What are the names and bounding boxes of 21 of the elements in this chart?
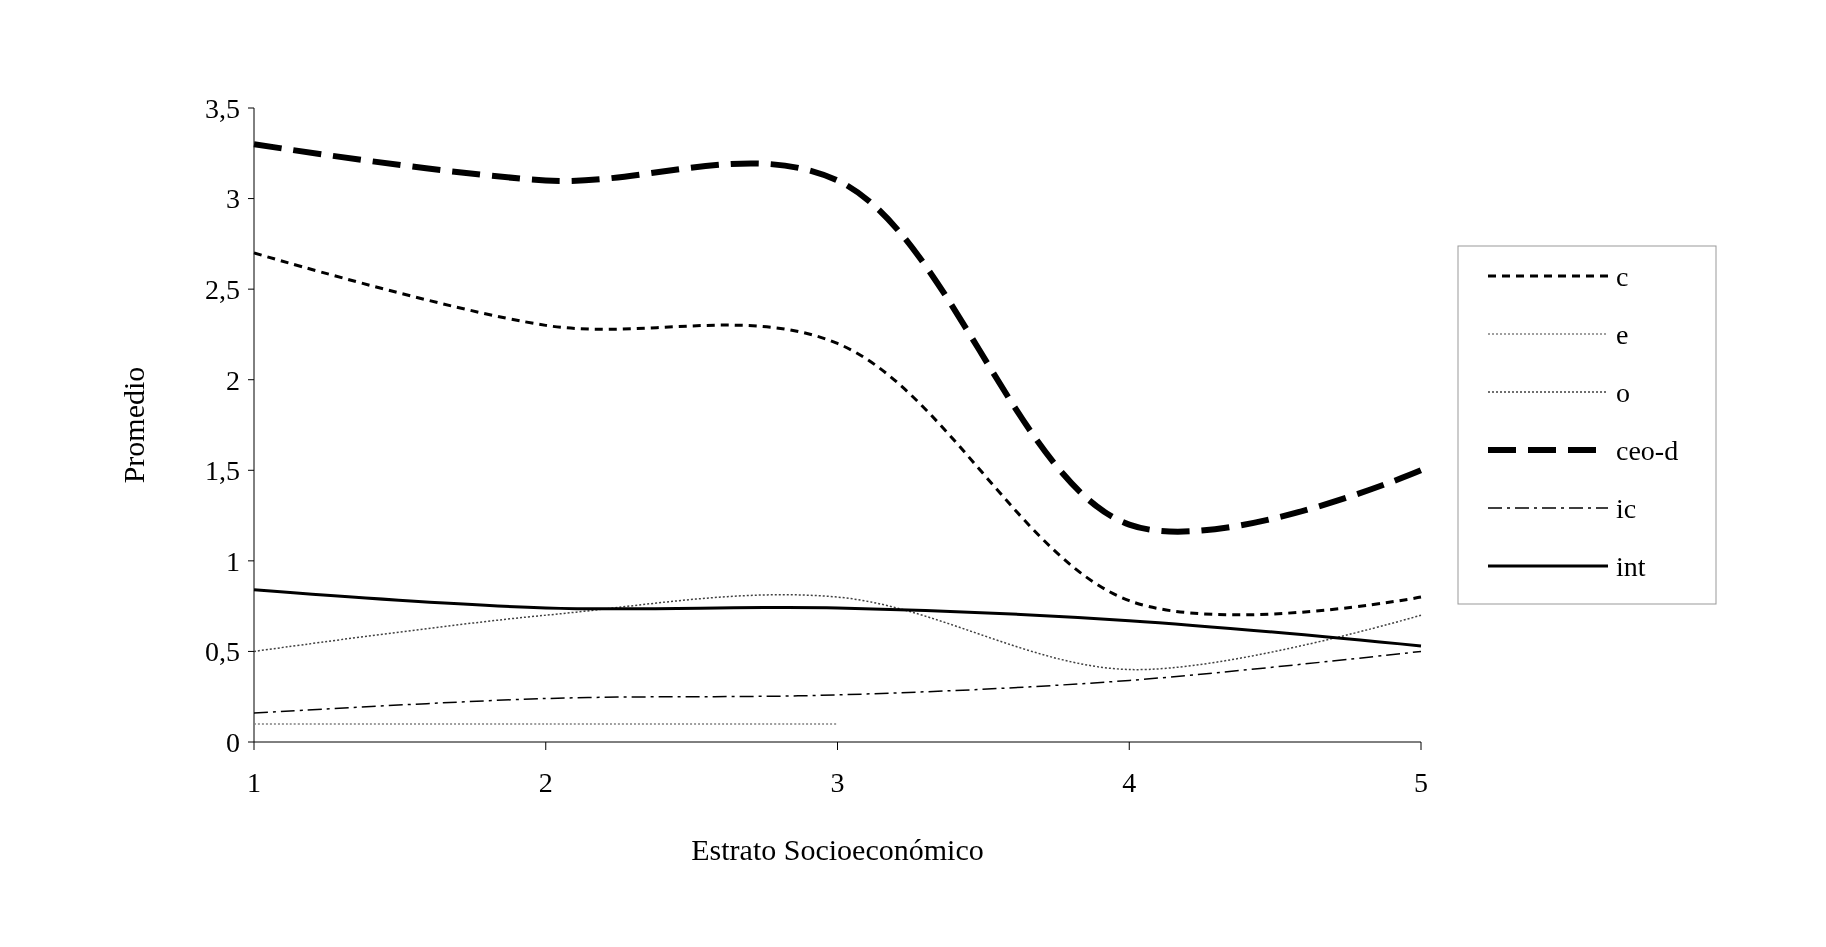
legend-label: e	[1616, 318, 1629, 350]
y-tick-label: 1	[226, 545, 240, 577]
y-axis-title: Promedio	[117, 366, 150, 484]
legend-label: ceo-d	[1616, 434, 1679, 466]
x-tick-label: 3	[830, 767, 845, 798]
legend-label: ic	[1616, 492, 1637, 524]
x-tick-label: 4	[1122, 767, 1137, 798]
y-tick-label: 1,5	[205, 455, 240, 487]
y-tick-label: 0,5	[205, 636, 240, 668]
y-tick-label: 2	[226, 364, 240, 396]
x-axis-title: Estrato Socioeconómico	[691, 833, 984, 866]
y-tick-label: 3	[226, 183, 240, 215]
x-tick-label: 5	[1414, 767, 1428, 798]
legend-label: int	[1616, 550, 1646, 582]
y-tick-label: 0	[226, 726, 240, 758]
x-tick-label: 1	[247, 767, 261, 798]
x-tick-label: 2	[538, 767, 553, 798]
y-tick-label: 3,5	[205, 92, 240, 124]
y-tick-label: 2,5	[205, 273, 240, 305]
legend-label: c	[1616, 260, 1629, 292]
legend-label: o	[1616, 376, 1630, 408]
